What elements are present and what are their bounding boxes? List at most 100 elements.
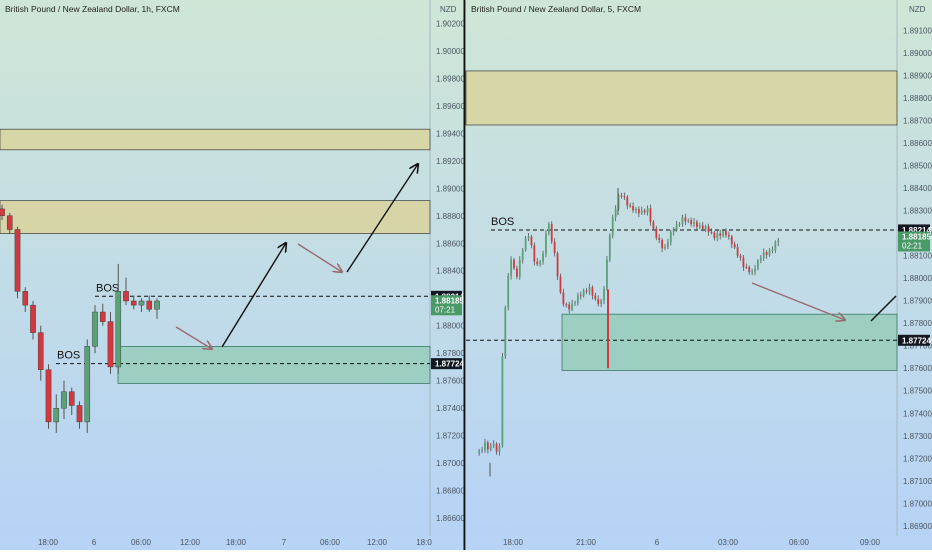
candle[interactable] xyxy=(585,287,588,295)
candle[interactable] xyxy=(37,325,44,381)
candle[interactable] xyxy=(22,287,29,312)
candle[interactable] xyxy=(649,204,652,226)
candle[interactable] xyxy=(733,241,736,250)
candle[interactable] xyxy=(751,268,754,276)
candle[interactable] xyxy=(591,285,594,300)
candle[interactable] xyxy=(623,192,626,201)
demand-zone[interactable] xyxy=(561,313,898,371)
candle[interactable] xyxy=(542,250,544,265)
candle[interactable] xyxy=(675,220,678,232)
candle[interactable] xyxy=(687,218,690,224)
candle[interactable] xyxy=(492,440,495,448)
projection-arrow-up[interactable] xyxy=(870,295,897,322)
time-axis[interactable] xyxy=(0,536,464,550)
projection-arrow-down[interactable] xyxy=(175,326,212,349)
candle[interactable] xyxy=(727,231,730,240)
candle[interactable] xyxy=(504,305,507,359)
candle[interactable] xyxy=(574,300,576,307)
candle[interactable] xyxy=(643,208,646,215)
candle[interactable] xyxy=(777,237,780,247)
candle[interactable] xyxy=(701,221,704,232)
candle[interactable] xyxy=(704,224,707,232)
candle[interactable] xyxy=(579,291,582,300)
candle[interactable] xyxy=(484,438,486,453)
candle[interactable] xyxy=(730,234,733,249)
candle[interactable] xyxy=(138,298,145,312)
candle[interactable] xyxy=(0,204,5,220)
supply-zone[interactable] xyxy=(465,70,898,126)
candle[interactable] xyxy=(154,298,160,319)
supply-zone[interactable] xyxy=(0,128,431,151)
candle[interactable] xyxy=(576,292,579,306)
candle[interactable] xyxy=(698,222,701,229)
candle[interactable] xyxy=(524,235,527,252)
candle[interactable] xyxy=(99,303,106,326)
candle[interactable] xyxy=(739,253,742,261)
candle[interactable] xyxy=(765,250,768,259)
projection-arrow-target[interactable] xyxy=(346,164,418,273)
candle[interactable] xyxy=(68,387,75,416)
candle[interactable] xyxy=(611,214,614,239)
candle[interactable] xyxy=(632,202,634,213)
candle[interactable] xyxy=(14,226,21,299)
candle[interactable] xyxy=(614,205,617,222)
candle[interactable] xyxy=(568,301,571,314)
candle[interactable] xyxy=(510,256,513,280)
candle[interactable] xyxy=(553,238,556,257)
candle[interactable] xyxy=(678,221,681,227)
price-scale[interactable] xyxy=(430,0,464,536)
price-scale[interactable] xyxy=(897,0,932,536)
candle[interactable] xyxy=(76,401,83,429)
candle[interactable] xyxy=(521,248,524,264)
candle[interactable] xyxy=(107,311,114,374)
candle[interactable] xyxy=(742,254,745,271)
projection-arrow-pullback[interactable] xyxy=(297,243,342,272)
candle[interactable] xyxy=(635,207,637,214)
candle[interactable] xyxy=(600,298,603,308)
candle[interactable] xyxy=(768,248,771,257)
candle[interactable] xyxy=(620,192,623,199)
candle[interactable] xyxy=(571,299,573,312)
candle[interactable] xyxy=(513,257,515,271)
candle[interactable] xyxy=(617,193,620,211)
candle[interactable] xyxy=(684,213,687,226)
candle[interactable] xyxy=(30,300,36,340)
candle[interactable] xyxy=(667,238,669,250)
candle[interactable] xyxy=(722,229,724,238)
candle[interactable] xyxy=(115,263,122,374)
candle[interactable] xyxy=(123,277,129,306)
candle[interactable] xyxy=(693,218,695,228)
candle[interactable] xyxy=(536,257,539,266)
candle[interactable] xyxy=(646,205,649,216)
candle[interactable] xyxy=(518,256,521,280)
candle[interactable] xyxy=(608,233,611,263)
candle[interactable] xyxy=(501,352,504,448)
candle[interactable] xyxy=(681,214,684,227)
candle[interactable] xyxy=(736,243,739,259)
candle[interactable] xyxy=(61,380,67,420)
candle[interactable] xyxy=(710,228,713,235)
candle[interactable] xyxy=(606,256,608,291)
candle[interactable] xyxy=(588,283,591,295)
candle[interactable] xyxy=(516,265,518,280)
candle[interactable] xyxy=(762,248,765,261)
candle[interactable] xyxy=(559,273,562,295)
projection-arrow-up[interactable] xyxy=(221,243,286,348)
candle[interactable] xyxy=(45,364,52,429)
candle[interactable] xyxy=(481,446,483,454)
candle[interactable] xyxy=(547,222,550,236)
candle[interactable] xyxy=(489,442,492,452)
candle[interactable] xyxy=(84,339,91,433)
candle[interactable] xyxy=(690,217,693,227)
candle[interactable] xyxy=(707,223,710,236)
candle[interactable] xyxy=(146,295,153,312)
candle[interactable] xyxy=(597,295,600,307)
candle[interactable] xyxy=(664,243,666,251)
candle[interactable] xyxy=(486,440,489,454)
candle[interactable] xyxy=(565,302,568,308)
candle[interactable] xyxy=(713,230,716,241)
candle[interactable] xyxy=(603,286,605,305)
candle[interactable] xyxy=(637,206,640,218)
candle[interactable] xyxy=(655,225,658,241)
